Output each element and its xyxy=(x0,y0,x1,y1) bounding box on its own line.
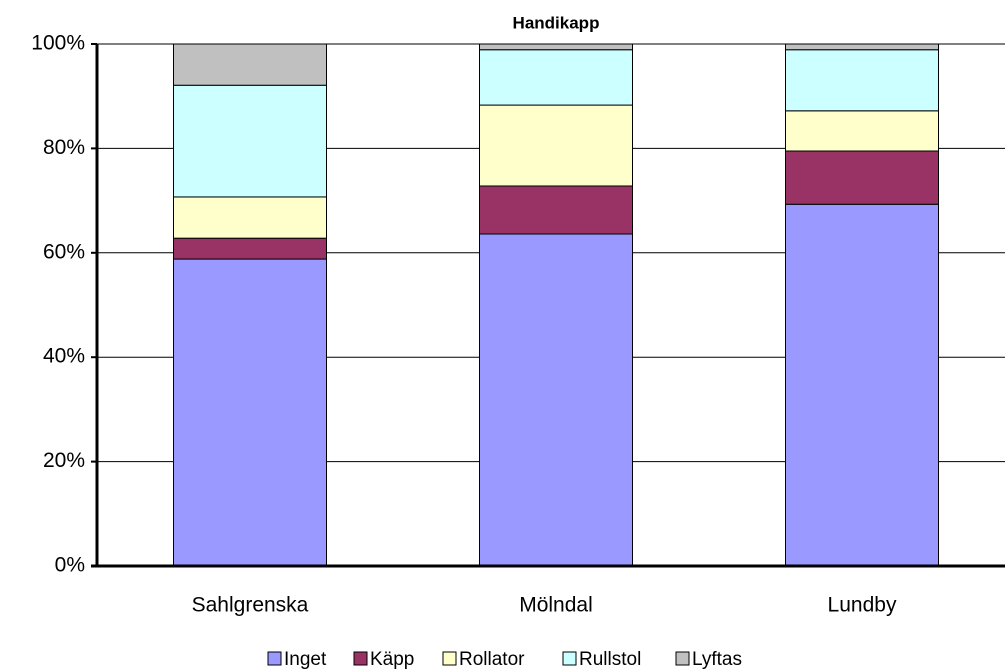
legend-label: Inget xyxy=(284,649,327,670)
legend-swatch xyxy=(675,651,690,666)
y-tick-label: 100% xyxy=(31,32,85,55)
legend-label: Lyftas xyxy=(692,649,742,670)
bar-segment xyxy=(173,237,327,260)
bar-segment xyxy=(173,196,327,239)
legend-swatch xyxy=(442,651,457,666)
x-tick-label: Lundby xyxy=(828,594,897,617)
x-tick-label: Mölndal xyxy=(519,594,593,617)
legend-swatch xyxy=(267,651,282,666)
bar-segment xyxy=(479,233,633,567)
bar-segment xyxy=(479,43,633,51)
legend-label: Rullstol xyxy=(579,649,641,670)
legend-swatch xyxy=(562,651,577,666)
chart-title: Handikapp xyxy=(513,13,600,32)
bar-segment xyxy=(479,104,633,187)
x-tick-label: Sahlgrenska xyxy=(192,594,309,617)
y-tick-label: 0% xyxy=(55,554,85,577)
bar-segment xyxy=(785,203,939,567)
bar-segment xyxy=(173,258,327,567)
bar-segment xyxy=(479,49,633,106)
y-tick-label: 60% xyxy=(43,240,85,263)
y-tick-label: 80% xyxy=(43,136,85,159)
bar-segment xyxy=(785,49,939,112)
y-tick-label: 40% xyxy=(43,345,85,368)
bar-segment xyxy=(785,110,939,152)
legend-label: Rollator xyxy=(459,649,525,670)
bar-segment xyxy=(479,185,633,235)
legend-label: Käpp xyxy=(370,649,414,670)
legend-swatch xyxy=(353,651,368,666)
bar-segment xyxy=(173,43,327,86)
bar-segment xyxy=(785,150,939,205)
bar-segment xyxy=(173,84,327,198)
bar-segment xyxy=(785,43,939,51)
y-tick-label: 20% xyxy=(43,449,85,472)
